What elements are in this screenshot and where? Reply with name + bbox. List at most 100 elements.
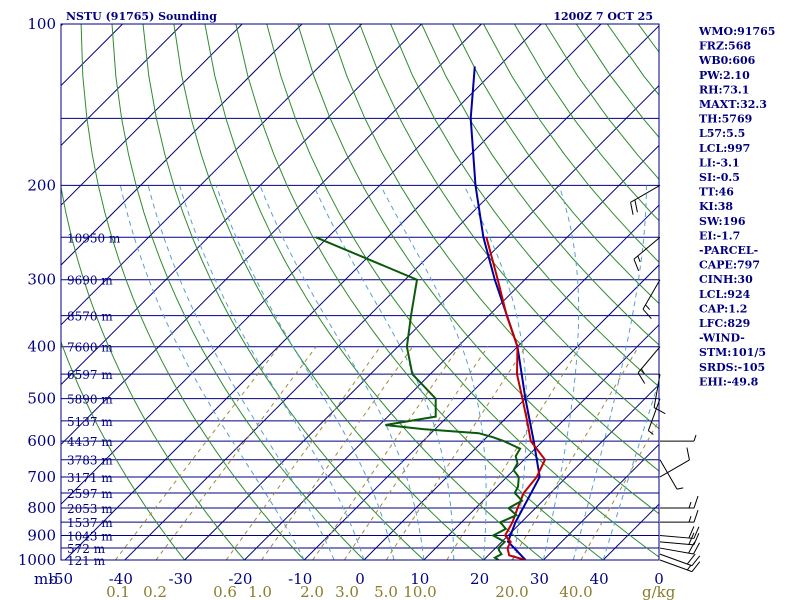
barb-staff bbox=[637, 346, 661, 374]
isotherm-line bbox=[303, 204, 659, 560]
mixing-ratio-line bbox=[261, 346, 414, 560]
barb-flag bbox=[693, 542, 700, 555]
mixing-ratio-line bbox=[385, 346, 527, 560]
wind-barb bbox=[637, 346, 661, 384]
temperature-tick-label: 40 bbox=[590, 570, 609, 588]
temperature-tick-label: -50 bbox=[49, 570, 73, 588]
barb-half-flag bbox=[645, 304, 651, 310]
barb-half-flag bbox=[676, 487, 684, 490]
pressure-tick-label: 400 bbox=[27, 338, 56, 356]
barb-half-flag bbox=[693, 434, 697, 442]
temperature-tick-label: -30 bbox=[169, 570, 193, 588]
height-label: 9690 m bbox=[67, 274, 113, 288]
wind-barb bbox=[633, 236, 661, 272]
wind-barb bbox=[653, 374, 666, 415]
barb-half-flag bbox=[648, 430, 654, 435]
wind-barb bbox=[659, 459, 684, 490]
dry-adiabat bbox=[61, 184, 245, 560]
mixing-ratio-labels: 0.1 0.2 0.6 1.0 2.0 3.0 5.0 10.0 20.0 40.0 bbox=[106, 583, 593, 600]
temperature-tick-label: -40 bbox=[109, 570, 133, 588]
index-value: TH:5769 bbox=[699, 113, 752, 126]
wind-barb bbox=[647, 398, 661, 435]
background-grid bbox=[61, 24, 800, 560]
barb-flag bbox=[634, 199, 638, 213]
barb-staff bbox=[659, 541, 694, 546]
dry-adiabat bbox=[762, 24, 800, 560]
index-value: LFC:829 bbox=[699, 317, 750, 330]
index-value: L57:5.5 bbox=[699, 127, 745, 140]
wind-barb bbox=[659, 541, 700, 555]
isotherm-line bbox=[61, 24, 303, 266]
mixing-ratio-tick-label: 2.0 bbox=[300, 583, 324, 600]
dry-adiabat bbox=[483, 24, 659, 263]
isotherm-line bbox=[61, 24, 363, 326]
barb-flag bbox=[693, 533, 700, 546]
mixing-ratio-line bbox=[446, 346, 581, 560]
barb-half-flag bbox=[688, 516, 692, 523]
index-value: WB0:606 bbox=[698, 54, 756, 67]
isotherm-line bbox=[244, 144, 659, 560]
pressure-tick-label: 100 bbox=[27, 15, 56, 33]
index-value: -WIND- bbox=[699, 332, 745, 345]
isotherm-line bbox=[61, 24, 542, 505]
mixing-ratio-tick-label: 20.0 bbox=[495, 583, 528, 600]
temperature-tick-label: -10 bbox=[288, 570, 312, 588]
temperature-tick-label: 10 bbox=[410, 570, 429, 588]
barb-flag bbox=[633, 258, 640, 272]
moist-adiabat bbox=[313, 185, 455, 560]
pressure-tick-label: 800 bbox=[27, 499, 56, 517]
dry-adiabat bbox=[266, 24, 659, 558]
barb-flag bbox=[693, 526, 700, 539]
isotherm-line bbox=[61, 24, 243, 206]
plot-frame bbox=[60, 23, 660, 561]
mixing-ratio-tick-label: 40.0 bbox=[559, 583, 592, 600]
index-value: SI:-0.5 bbox=[699, 171, 740, 184]
barb-staff bbox=[642, 279, 661, 310]
barb-half-flag bbox=[686, 564, 692, 571]
height-label: 8570 m bbox=[67, 310, 113, 324]
temperature-tick-label: 0 bbox=[654, 570, 664, 588]
barb-flag bbox=[686, 447, 690, 461]
temperature-tick-label: -20 bbox=[228, 570, 252, 588]
wind-barbs bbox=[630, 184, 701, 573]
isotherm-line bbox=[64, 24, 602, 560]
moist-adiabat bbox=[380, 185, 487, 560]
index-value: CINH:30 bbox=[699, 273, 753, 286]
mixing-ratio-tick-label: 0.6 bbox=[213, 583, 237, 600]
station-title: NSTU (91765) Sounding bbox=[66, 10, 217, 23]
dry-adiabat bbox=[204, 24, 544, 560]
dry-adiabat bbox=[142, 24, 425, 560]
pressure-tick-label: 600 bbox=[27, 432, 56, 450]
mixing-ratio-tick-label: 10.0 bbox=[403, 583, 436, 600]
pressure-tick-label: 1000 bbox=[18, 551, 56, 569]
barb-staff bbox=[659, 459, 690, 478]
dry-adiabat bbox=[421, 24, 659, 346]
barb-half-flag bbox=[640, 368, 646, 375]
barb-staff bbox=[659, 553, 693, 567]
height-label: 4437 m bbox=[67, 435, 113, 449]
barb-flag bbox=[688, 541, 696, 554]
index-value: LCL:997 bbox=[699, 142, 750, 155]
mixing-ratio-line bbox=[312, 346, 460, 560]
index-value: MAXT:32.3 bbox=[699, 98, 767, 111]
barb-flag bbox=[691, 561, 701, 572]
height-label: 6597 m bbox=[67, 368, 113, 382]
height-label: 121 m bbox=[67, 554, 106, 568]
height-label: 5137 m bbox=[67, 415, 113, 429]
barb-flag bbox=[693, 495, 699, 509]
index-value: CAPE:797 bbox=[699, 259, 760, 272]
wind-barb bbox=[660, 495, 699, 509]
isotherm-line bbox=[184, 84, 659, 560]
height-label: 1537 m bbox=[67, 516, 113, 530]
barb-flag bbox=[653, 407, 666, 415]
mixing-ratio-tick-label: 0.1 bbox=[106, 583, 130, 600]
index-value: EHI:-49.8 bbox=[699, 375, 759, 388]
height-label: 1043 m bbox=[67, 529, 113, 543]
height-label: 7600 m bbox=[67, 341, 113, 355]
index-value: SRDS:-105 bbox=[699, 361, 765, 374]
mixing-ratio-tick-label: 3.0 bbox=[335, 583, 359, 600]
index-value: LCL:924 bbox=[699, 288, 751, 301]
mixing-ratio-line bbox=[511, 346, 639, 560]
isotherm-line bbox=[543, 443, 659, 560]
